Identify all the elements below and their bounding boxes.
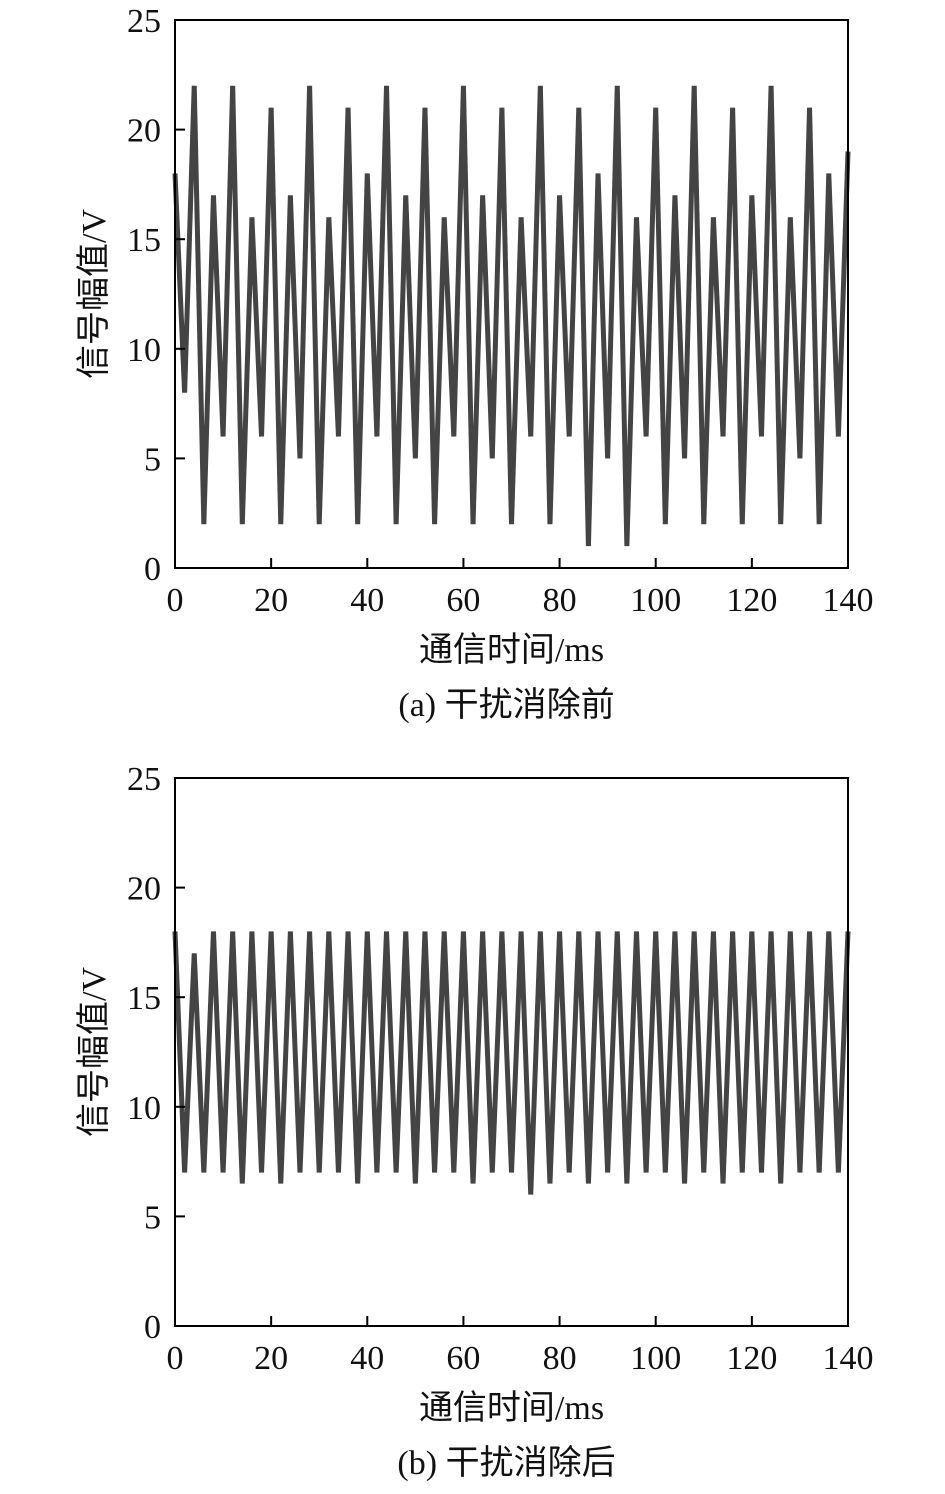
plot-frame <box>174 19 849 569</box>
x-tick-label: 20 <box>254 582 288 619</box>
x-tick-label: 80 <box>543 582 577 619</box>
y-tick-label: 10 <box>127 332 161 369</box>
x-tick-label: 0 <box>167 582 184 619</box>
x-axis-label: 通信时间/ms <box>419 631 604 669</box>
caption: (a) 干扰消除前 <box>398 686 614 724</box>
y-tick-label: 10 <box>127 1090 161 1127</box>
y-tick-label: 25 <box>127 3 161 40</box>
y-tick-label: 20 <box>127 113 161 150</box>
x-tick-label: 140 <box>823 1340 874 1377</box>
x-tick-label: 120 <box>726 582 777 619</box>
signal-line <box>172 85 851 547</box>
y-tick-label: 20 <box>127 871 161 908</box>
y-tick-label: 25 <box>127 761 161 798</box>
x-tick-label: 100 <box>630 582 681 619</box>
x-tick-label: 40 <box>350 1340 384 1377</box>
y-tick-label: 0 <box>144 1309 161 1346</box>
y-axis-label: 信号幅值/V <box>75 967 113 1137</box>
x-tick-label: 0 <box>167 1340 184 1377</box>
x-tick-label: 20 <box>254 1340 288 1377</box>
y-tick-label: 15 <box>127 980 161 1017</box>
x-tick-label: 60 <box>446 1340 480 1377</box>
x-tick-label: 80 <box>543 1340 577 1377</box>
signal-line <box>172 931 851 1195</box>
plot-frame <box>174 777 849 1327</box>
x-tick-label: 140 <box>823 582 874 619</box>
x-tick-label: 60 <box>446 582 480 619</box>
x-tick-label: 40 <box>350 582 384 619</box>
x-axis-label: 通信时间/ms <box>419 1389 604 1427</box>
y-axis-label: 信号幅值/V <box>75 209 113 379</box>
caption: (b) 干扰消除后 <box>397 1444 615 1482</box>
y-tick-label: 5 <box>144 1199 161 1236</box>
y-tick-label: 15 <box>127 222 161 259</box>
y-tick-label: 5 <box>144 441 161 478</box>
y-tick-label: 0 <box>144 551 161 588</box>
x-tick-label: 120 <box>726 1340 777 1377</box>
x-tick-label: 100 <box>630 1340 681 1377</box>
